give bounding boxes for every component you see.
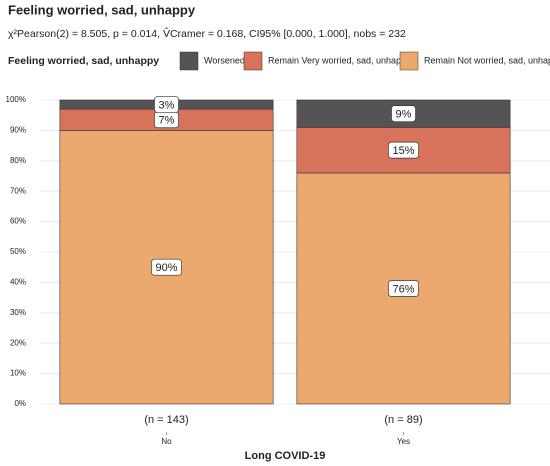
- value-label: 7%: [159, 115, 175, 127]
- value-label-box: [154, 96, 179, 113]
- y-tick-label: 60%: [10, 217, 26, 226]
- legend-label: Remain Not worried, sad, unhappy: [424, 55, 550, 65]
- x-axis-title: Long COVID-19: [245, 450, 326, 462]
- legend-key: [179, 51, 199, 71]
- y-tick-label: 90%: [10, 126, 26, 135]
- value-label-box: [391, 105, 416, 123]
- legend-key: [243, 51, 263, 71]
- chart-subtitle: χ²Pearson(2) = 8.505, p = 0.014, V̂Crame…: [8, 26, 406, 40]
- y-tick-label: 0%: [14, 399, 26, 408]
- y-tick-label: 50%: [10, 247, 26, 256]
- y-tick-label: 30%: [10, 308, 26, 317]
- n-label: (n = 89): [384, 414, 422, 426]
- y-tick-label: 80%: [10, 156, 26, 165]
- y-tick-label: 10%: [10, 369, 26, 378]
- value-label-box: [388, 141, 419, 159]
- legend-label: Remain Very worried, sad, unhappy: [268, 55, 411, 65]
- legend-title: Feeling worried, sad, unhappy: [8, 55, 159, 67]
- value-label-box: [388, 280, 419, 297]
- y-tick-label: 20%: [10, 338, 26, 347]
- value-label: 3%: [159, 99, 175, 111]
- value-label: 9%: [396, 109, 412, 121]
- x-tick-label: Yes: [397, 437, 410, 446]
- value-label: 76%: [392, 283, 414, 295]
- y-tick-label: 100%: [6, 95, 26, 104]
- x-tick-label: No: [161, 437, 172, 446]
- legend-label: Worsened: [204, 55, 245, 65]
- y-tick-label: 40%: [10, 278, 26, 287]
- chart-title: Feeling worried, sad, unhappy: [8, 2, 196, 17]
- value-label: 90%: [155, 262, 177, 274]
- value-label-box: [151, 258, 182, 276]
- y-tick-label: 70%: [10, 186, 26, 195]
- legend-key: [399, 51, 419, 71]
- n-label: (n = 143): [144, 414, 188, 426]
- value-label: 15%: [392, 145, 414, 157]
